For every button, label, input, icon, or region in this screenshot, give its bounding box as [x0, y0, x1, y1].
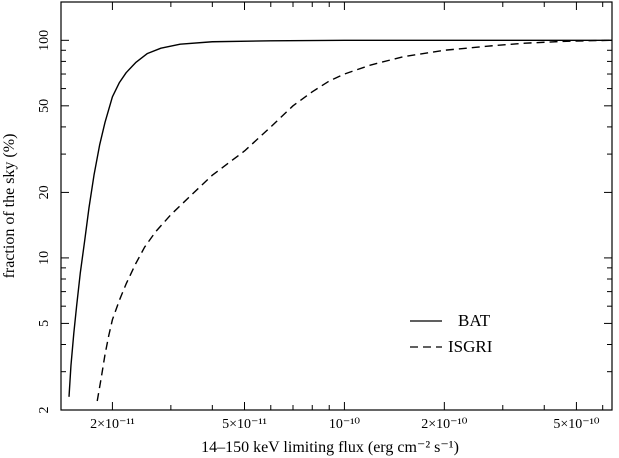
- plot-frame: [60, 1, 613, 411]
- x-tick-labels: 2×10⁻¹¹ 5×10⁻¹¹ 10⁻¹⁰ 2×10⁻¹⁰ 5×10⁻¹⁰: [90, 417, 600, 432]
- y-tick-label: 100: [37, 30, 52, 51]
- x-tick-label: 10⁻¹⁰: [329, 417, 361, 432]
- legend: BAT ISGRI: [410, 311, 493, 356]
- axis-ticks: [61, 2, 612, 411]
- x-tick-label: 5×10⁻¹⁰: [553, 417, 599, 432]
- y-tick-labels: 2 5 10 20 50 100: [37, 30, 52, 414]
- x-axis-label: 14–150 keV limiting flux (erg cm⁻² s⁻¹): [201, 439, 459, 456]
- legend-label-isgri: ISGRI: [448, 337, 493, 356]
- series-line-bat: [68, 39, 612, 397]
- y-tick-label: 50: [37, 99, 52, 113]
- y-tick-label: 20: [37, 185, 52, 199]
- series-line-isgri: [96, 39, 613, 402]
- y-tick-label: 10: [37, 251, 52, 265]
- x-tick-label: 2×10⁻¹⁰: [421, 417, 467, 432]
- y-axis-label: fraction of the sky (%): [1, 134, 18, 279]
- legend-label-bat: BAT: [458, 311, 491, 330]
- y-tick-label: 5: [37, 320, 52, 327]
- x-tick-label: 2×10⁻¹¹: [90, 417, 135, 432]
- x-tick-label: 5×10⁻¹¹: [222, 417, 267, 432]
- y-tick-label: 2: [37, 407, 52, 414]
- series-layer: [68, 39, 613, 402]
